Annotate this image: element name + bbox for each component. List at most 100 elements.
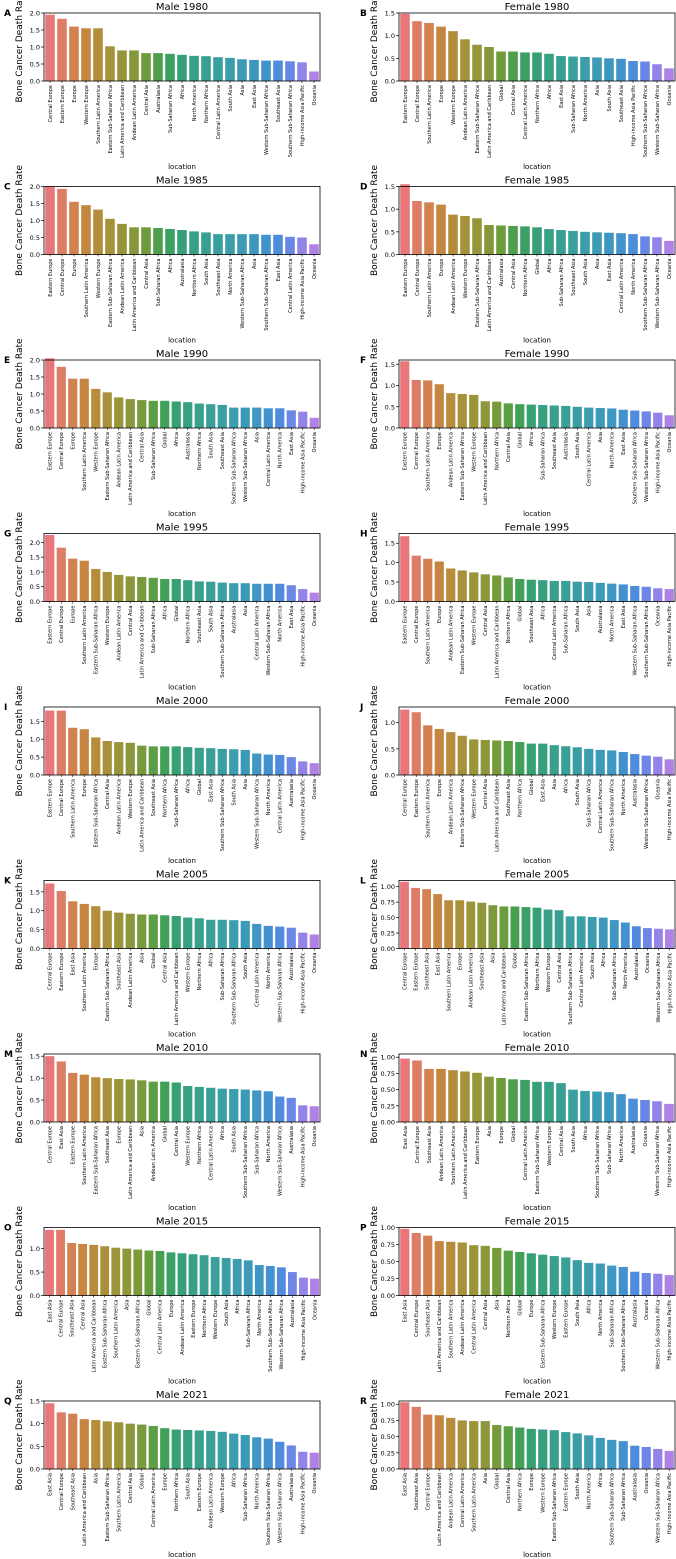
x-tick-label: Central Latin America	[158, 1300, 164, 1354]
x-tick-label: Southern Latin America	[426, 779, 432, 838]
x-tick-label: High-income Asia Pacific	[301, 1299, 307, 1360]
y-axis-label: Bone Cancer Death Rate	[15, 0, 25, 103]
x-tick-label: High-income Asia Pacific	[301, 1126, 307, 1187]
x-tick-label: Southern Latin America	[71, 779, 77, 838]
bar	[240, 583, 250, 602]
bar	[628, 1098, 638, 1122]
x-axis-label: location	[523, 857, 551, 865]
bar	[79, 1419, 89, 1469]
y-tick-label: 0.5	[30, 1269, 40, 1277]
x-tick-label: Central Latin America	[255, 606, 261, 660]
x-tick-label: Southern Latin America	[82, 432, 88, 491]
bar	[225, 57, 235, 81]
x-tick-label: Southern Sub-Saharan Africa	[264, 259, 270, 331]
bar	[568, 56, 578, 81]
bar	[576, 916, 586, 949]
bar	[201, 232, 211, 255]
x-tick-label: Sub-Saharan Africa	[612, 953, 618, 1001]
y-tick-label: 0.0	[385, 425, 395, 433]
x-tick-label: Central Latin America	[598, 779, 604, 833]
x-tick-label: High-income Asia Pacific	[667, 1126, 673, 1187]
bar	[572, 1433, 582, 1469]
x-tick-label: North America	[623, 953, 629, 989]
x-tick-label: Western Sub-Saharan Africa	[656, 1300, 662, 1370]
bar	[469, 1421, 479, 1469]
x-tick-label: Sub-Saharan Africa	[243, 1473, 249, 1521]
y-axis-label: Bone Cancer Death Rate	[15, 1032, 25, 1144]
x-tick-label: Eastern Europe	[48, 779, 54, 817]
y-tick-label: 0.0	[30, 772, 40, 780]
y-axis-label: Bone Cancer Death Rate	[370, 1379, 380, 1491]
x-tick-label: Southern Latin America	[427, 259, 433, 318]
x-tick-label: Southern Sub-Saharan Africa	[243, 1126, 249, 1198]
x-tick-label: Northern Africa	[535, 953, 541, 991]
bar	[102, 910, 112, 949]
bar	[93, 209, 103, 255]
x-tick-label: Central Asia	[140, 432, 146, 462]
x-tick-label: Central Europe	[60, 259, 66, 296]
bar	[630, 1445, 640, 1469]
x-tick-label: Asia	[483, 1473, 489, 1483]
x-axis-label: location	[168, 1031, 196, 1039]
bar	[561, 1432, 571, 1469]
chart-panel-c: C Male 1985 Bone Cancer Death Rate 0.0 0.5 1.…	[4, 165, 321, 345]
bar	[595, 1263, 605, 1296]
bar	[572, 747, 582, 775]
x-tick-label: Global	[513, 953, 519, 969]
bar	[122, 1248, 132, 1296]
x-tick-label: Eastern Europe	[60, 85, 66, 123]
y-tick-label: 0.00	[381, 1466, 395, 1474]
x-tick-label: Eastern Europe	[59, 953, 65, 991]
y-tick-label: 0.0	[385, 598, 395, 606]
bar	[538, 1429, 548, 1469]
x-tick-label: Europe	[72, 85, 78, 103]
x-tick-label: Southeast Asia	[571, 259, 577, 296]
x-tick-label: Southern Sub-Saharan Africa	[232, 432, 238, 504]
x-tick-label: Asia	[140, 953, 146, 963]
bar	[549, 1256, 559, 1296]
x-tick-label: Southern Latin America	[426, 606, 432, 665]
x-tick-label: Central Asia	[163, 953, 169, 983]
x-tick-label: Northern Africa	[186, 606, 192, 644]
bar	[206, 404, 216, 428]
bar	[446, 393, 456, 428]
bar	[177, 230, 187, 255]
bar	[240, 407, 250, 428]
x-tick-label: Oceania	[644, 1300, 650, 1320]
x-tick-label: Global	[535, 259, 541, 275]
x-tick-label: Africa	[209, 953, 215, 967]
bar	[434, 384, 444, 428]
chart-title: Male 2010	[156, 1043, 208, 1054]
x-tick-label: South Asia	[575, 606, 581, 633]
bar	[155, 1250, 165, 1296]
x-tick-label: North America	[228, 259, 234, 295]
bar	[263, 1091, 273, 1122]
bar	[595, 749, 605, 775]
bar	[664, 1275, 674, 1296]
bar	[201, 56, 211, 81]
x-tick-label: Central Asia	[483, 606, 489, 636]
y-tick-label: 2.0	[30, 539, 40, 547]
x-tick-label: Southeast Asia	[619, 85, 625, 122]
bar	[654, 928, 663, 949]
bar	[68, 901, 78, 949]
x-tick-label: Western Sub-Saharan Africa	[278, 953, 284, 1023]
x-tick-label: East Asia	[47, 1300, 53, 1323]
bar	[592, 232, 602, 255]
bar	[105, 46, 115, 81]
bar	[45, 186, 55, 255]
y-tick-label: 1.00	[381, 1401, 395, 1409]
y-tick-label: 1.0	[30, 1075, 40, 1083]
bar	[148, 1425, 158, 1469]
y-tick-label: 1.5	[30, 374, 40, 382]
bar	[252, 583, 262, 602]
bar	[229, 407, 239, 428]
bar	[171, 1082, 181, 1122]
chart-panel-l: L Female 2005 Bone Cancer Death Rate 0.00 0.…	[360, 859, 676, 1039]
x-axis-label: location	[523, 1204, 551, 1212]
bar	[472, 218, 482, 255]
bar	[640, 61, 650, 81]
x-tick-label: Sub-Saharan Africa	[587, 779, 593, 827]
x-tick-label: Sub-Saharan Africa	[621, 1473, 627, 1521]
y-axis-label: Bone Cancer Death Rate	[370, 1206, 380, 1318]
